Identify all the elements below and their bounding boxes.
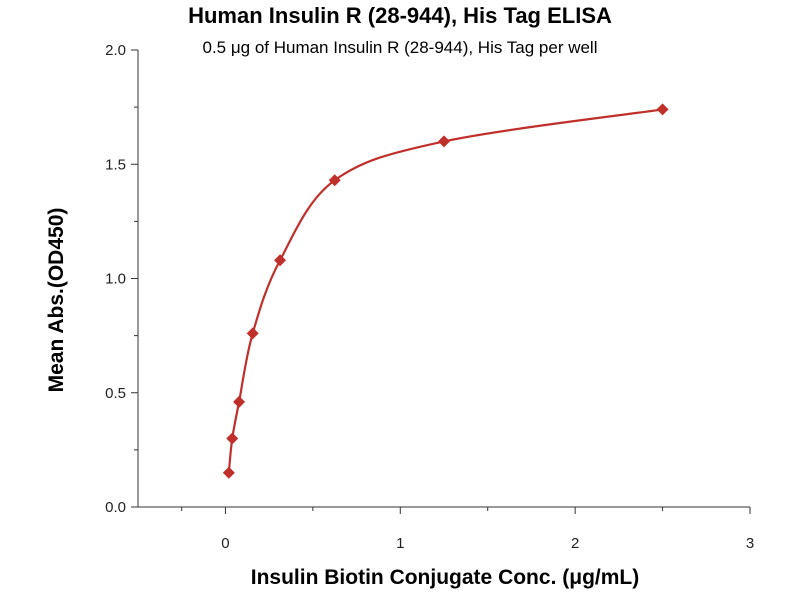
- data-point: [438, 135, 450, 148]
- axes: 0.0 0.5 1.0 1.5 2.0 0 1 2 3: [105, 42, 754, 552]
- data-point: [226, 432, 239, 445]
- data-point: [656, 103, 669, 116]
- y-axis-label: Mean Abs.(OD450): [45, 207, 68, 393]
- y-tick-label: 1.0: [105, 271, 126, 288]
- fit-curve-layer: [227, 108, 663, 473]
- data-point: [274, 254, 287, 267]
- x-tick-label: 1: [396, 535, 404, 552]
- x-tick-label: 0: [221, 535, 229, 552]
- data-point: [328, 174, 341, 187]
- x-tick-label: 3: [746, 535, 754, 552]
- chart-title: Human Insulin R (28-944), His Tag ELISA: [188, 3, 612, 28]
- data-points: [222, 103, 669, 479]
- y-tick-label: 2.0: [105, 42, 126, 59]
- y-tick-label: 1.5: [105, 156, 126, 173]
- x-axis-label: Insulin Biotin Conjugate Conc. (μg/mL): [250, 566, 640, 589]
- data-point: [222, 466, 235, 479]
- x-tick-label: 2: [571, 535, 579, 552]
- chart-subtitle: 0.5 μg of Human Insulin R (28-944), His …: [202, 38, 598, 57]
- data-point: [233, 395, 246, 408]
- y-tick-label: 0.0: [105, 499, 126, 516]
- y-tick-label: 0.5: [105, 385, 126, 402]
- data-point: [246, 327, 259, 340]
- fit-curve: [227, 108, 663, 473]
